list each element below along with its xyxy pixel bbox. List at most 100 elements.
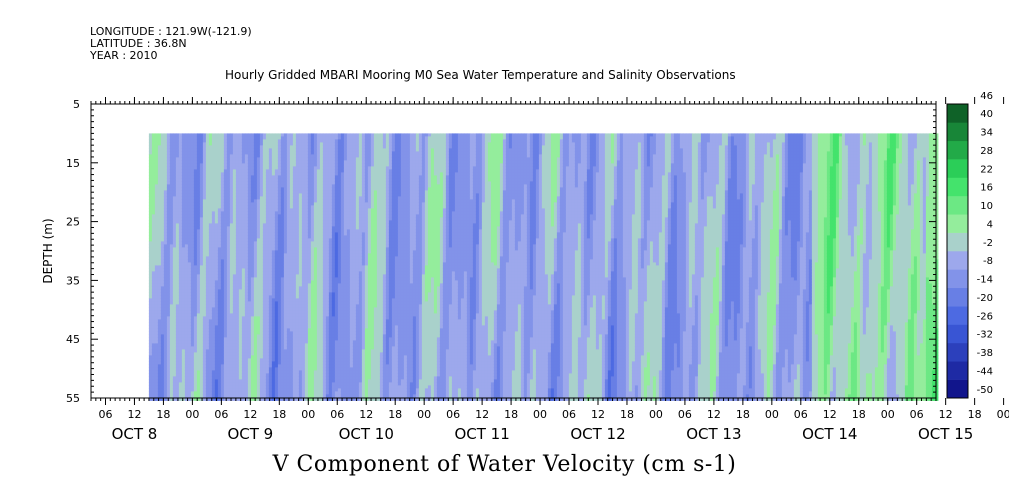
heatmap-cell <box>280 175 285 179</box>
heatmap-cell <box>301 286 306 290</box>
heatmap-cell <box>181 304 186 308</box>
heatmap-cell <box>259 394 264 398</box>
heatmap-cell <box>280 217 285 221</box>
heatmap-cell <box>217 247 222 251</box>
heatmap-cell <box>163 166 168 170</box>
heatmap-cell <box>298 199 303 203</box>
heatmap-cell <box>298 355 303 359</box>
heatmap-cell <box>295 280 300 284</box>
heatmap-cell <box>190 379 195 383</box>
heatmap-cell <box>256 247 261 251</box>
heatmap-cell <box>190 181 195 185</box>
heatmap-cell <box>289 343 294 347</box>
heatmap-cell <box>190 373 195 377</box>
heatmap-cell <box>187 145 192 149</box>
heatmap-cell <box>250 382 255 386</box>
heatmap-cell <box>256 271 261 275</box>
heatmap-cell <box>151 253 156 257</box>
heatmap-cell <box>292 268 297 272</box>
heatmap-cell <box>169 172 174 176</box>
heatmap-cell <box>295 181 300 185</box>
heatmap-cell <box>295 235 300 239</box>
heatmap-cell <box>151 148 156 152</box>
heatmap-cell <box>151 355 156 359</box>
heatmap-cell <box>226 169 231 173</box>
heatmap-cell <box>220 298 225 302</box>
heatmap-cell <box>172 199 177 203</box>
heatmap-cell <box>295 160 300 164</box>
heatmap-cell <box>259 322 264 326</box>
heatmap-cell <box>154 280 159 284</box>
heatmap-cell <box>154 316 159 320</box>
heatmap-cell <box>202 220 207 224</box>
heatmap-cell <box>187 325 192 329</box>
heatmap-cell <box>196 307 201 311</box>
heatmap-cell <box>148 310 153 314</box>
heatmap-cell <box>229 175 234 179</box>
heatmap-cell <box>256 187 261 191</box>
heatmap-cell <box>157 226 162 230</box>
heatmap-cell <box>199 244 204 248</box>
heatmap-cell <box>154 181 159 185</box>
heatmap-cell <box>187 166 192 170</box>
heatmap-cell <box>181 187 186 191</box>
heatmap-cell <box>229 280 234 284</box>
heatmap-cell <box>262 295 267 299</box>
heatmap-cell <box>232 376 237 380</box>
heatmap-cell <box>184 364 189 368</box>
heatmap-cell <box>280 283 285 287</box>
heatmap-cell <box>184 310 189 314</box>
heatmap-cell <box>298 196 303 200</box>
heatmap-cell <box>178 364 183 368</box>
heatmap-cell <box>265 154 270 158</box>
heatmap-cell <box>160 229 165 233</box>
heatmap-cell <box>277 244 282 248</box>
heatmap-cell <box>208 238 213 242</box>
heatmap-cell <box>148 133 153 137</box>
heatmap-cell <box>166 139 171 143</box>
heatmap-cell <box>277 376 282 380</box>
heatmap-cell <box>163 172 168 176</box>
heatmap-cell <box>175 208 180 212</box>
heatmap-cell <box>271 205 276 209</box>
heatmap-cell <box>223 325 228 329</box>
heatmap-cell <box>151 238 156 242</box>
heatmap-cell <box>313 397 318 401</box>
heatmap-cell <box>238 280 243 284</box>
heatmap-cell <box>295 178 300 182</box>
heatmap-cell <box>229 172 234 176</box>
heatmap-cell <box>274 247 279 251</box>
heatmap-cell <box>313 142 318 146</box>
heatmap-cell <box>229 157 234 161</box>
heatmap-cell <box>232 382 237 386</box>
heatmap-cell <box>286 208 291 212</box>
heatmap-cell <box>199 220 204 224</box>
heatmap-cell <box>214 244 219 248</box>
heatmap-cell <box>265 289 270 293</box>
heatmap-cell <box>235 397 240 401</box>
heatmap-cell <box>286 268 291 272</box>
heatmap-cell <box>235 139 240 143</box>
heatmap-cell <box>196 148 201 152</box>
heatmap-cell <box>226 283 231 287</box>
heatmap-cell <box>232 160 237 164</box>
heatmap-cell <box>295 358 300 362</box>
heatmap-cell <box>235 253 240 257</box>
heatmap-cell <box>259 163 264 167</box>
heatmap-cell <box>196 196 201 200</box>
heatmap-cell <box>301 331 306 335</box>
heatmap-cell <box>223 169 228 173</box>
heatmap-cell <box>289 148 294 152</box>
heatmap-cell <box>160 346 165 350</box>
heatmap-cell <box>277 379 282 383</box>
heatmap-cell <box>184 175 189 179</box>
heatmap-cell <box>172 184 177 188</box>
heatmap-cell <box>310 331 315 335</box>
heatmap-cell <box>277 292 282 296</box>
heatmap-cell <box>259 145 264 149</box>
heatmap-cell <box>196 259 201 263</box>
heatmap-cell <box>238 241 243 245</box>
heatmap-cell <box>214 334 219 338</box>
heatmap-cell <box>256 199 261 203</box>
heatmap-cell <box>181 205 186 209</box>
